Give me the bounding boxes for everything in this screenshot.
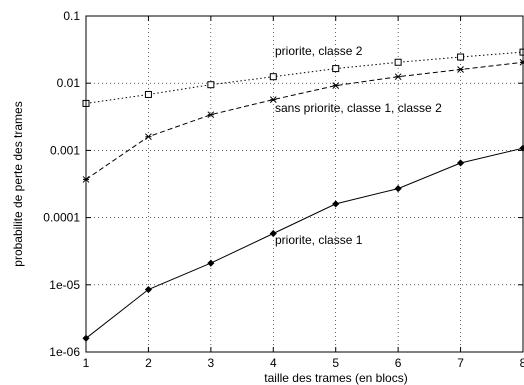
- y-tick-label: 0.001: [50, 143, 80, 157]
- grid: [86, 16, 523, 352]
- y-tick-label: 0.01: [57, 76, 81, 90]
- series-layer: [82, 48, 524, 342]
- data-point-diamond: [207, 259, 215, 267]
- x-tick-label: 6: [395, 356, 402, 370]
- data-point-star: [269, 96, 277, 103]
- data-point-star: [457, 66, 464, 73]
- x-tick-label: 1: [83, 356, 90, 370]
- x-tick-label: 7: [457, 356, 464, 370]
- x-tick-label: 5: [332, 356, 339, 370]
- data-point-diamond: [144, 285, 152, 294]
- data-point-star: [332, 82, 340, 89]
- data-point-square: [144, 90, 152, 98]
- data-point-diamond: [269, 229, 277, 238]
- data-point-square: [332, 65, 340, 73]
- data-point-star: [394, 73, 402, 81]
- data-point-square: [394, 58, 402, 66]
- data-point-star: [207, 111, 215, 119]
- plot-frame: [85, 15, 524, 353]
- y-axis-title: probabilite de perte des trames: [11, 101, 25, 266]
- x-tick-label: 8: [520, 356, 524, 370]
- y-tick-label: 0.1: [63, 9, 80, 23]
- x-tick-label: 4: [270, 356, 277, 370]
- data-point-square: [207, 81, 215, 89]
- series-line: [85, 147, 524, 339]
- data-point-diamond: [457, 159, 465, 167]
- data-point-diamond: [332, 200, 340, 208]
- y-tick-label: 1e-05: [49, 278, 80, 292]
- annotations: priorite, classe 2 sans priorite, classe …: [275, 44, 442, 247]
- data-point-square: [269, 73, 277, 81]
- series-line: [85, 51, 524, 104]
- series-annotation: sans priorite, classe 1, classe 2: [275, 101, 442, 115]
- x-axis-title: taille des trames (en blocs): [264, 371, 407, 385]
- x-tick-label: 2: [145, 356, 152, 370]
- series-annotation: priorite, classe 2: [275, 44, 363, 58]
- y-tick-label: 1e-06: [49, 345, 80, 359]
- x-tick-label: 3: [208, 356, 215, 370]
- series-annotation: priorite, classe 1: [275, 233, 363, 247]
- data-point-star: [145, 133, 152, 141]
- tick-labels: 1 2 3 4 5 6 7 8 1e-06 1e-05 0.0001 0.001 0.01 0.1: [43, 9, 524, 370]
- data-point-diamond: [394, 185, 402, 193]
- y-tick-label: 0.0001: [43, 211, 80, 225]
- data-point-square: [457, 53, 465, 61]
- series-line: [85, 61, 524, 180]
